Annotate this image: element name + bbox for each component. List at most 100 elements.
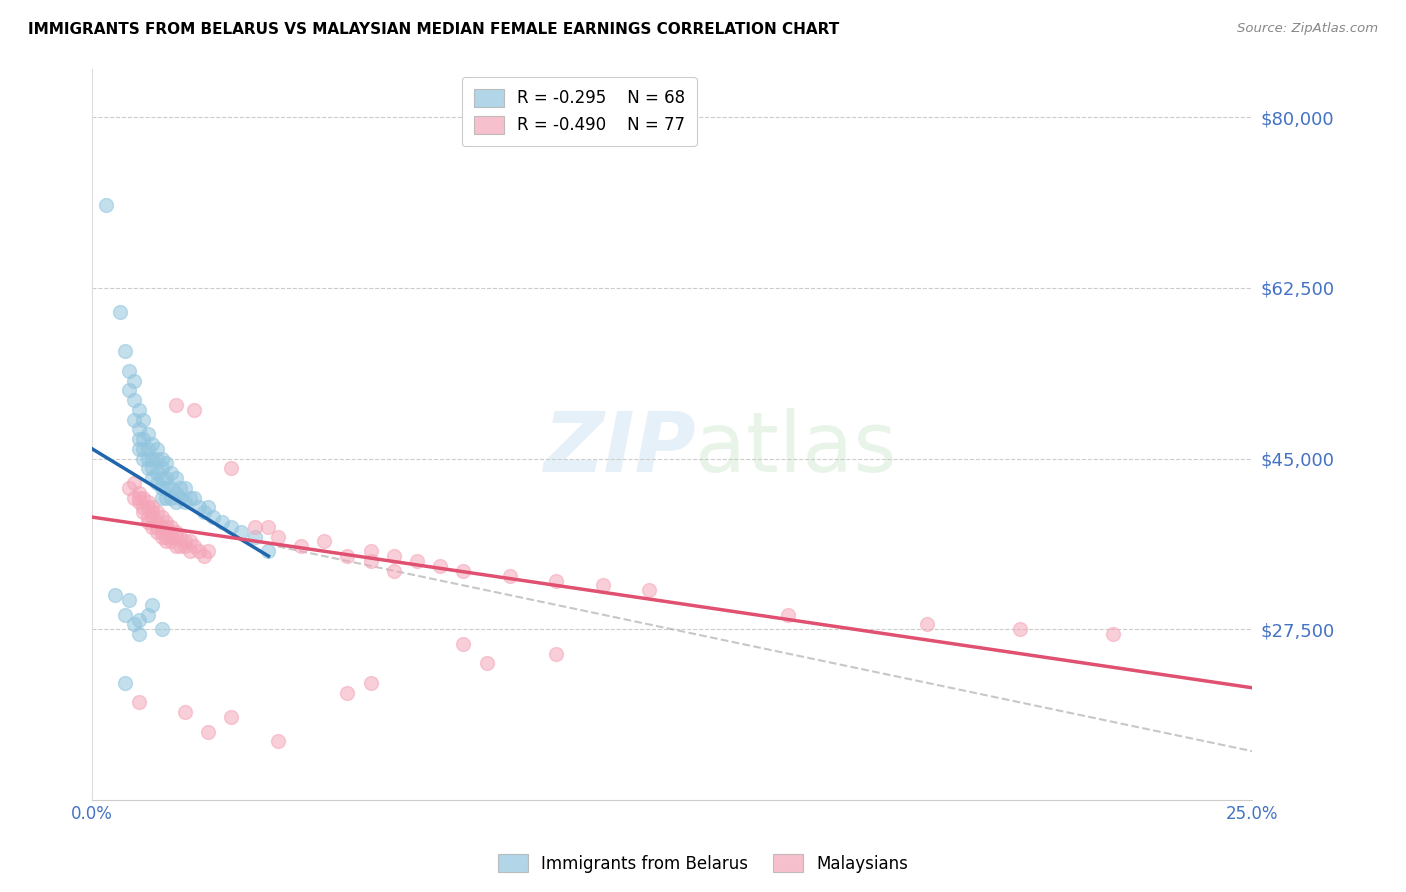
Point (336, 686, 359, 700)
Point (136, 515, 159, 529)
Point (155, 534, 177, 549)
Point (174, 481, 197, 495)
Point (229, 524, 252, 539)
Point (429, 558, 451, 573)
Point (187, 544, 209, 558)
Point (179, 534, 201, 549)
Point (155, 520, 177, 534)
Point (136, 442, 159, 456)
Point (160, 530, 183, 544)
Point (165, 471, 187, 485)
Point (122, 491, 145, 505)
Point (360, 676, 382, 690)
Point (146, 451, 169, 466)
Text: atlas: atlas (696, 409, 897, 490)
Point (141, 461, 163, 475)
Point (141, 510, 163, 524)
Point (118, 593, 141, 607)
Point (1102, 627, 1125, 641)
Point (267, 734, 290, 748)
Text: ZIP: ZIP (543, 409, 696, 490)
Point (169, 481, 191, 495)
Point (136, 500, 159, 515)
Point (122, 412, 145, 426)
Point (150, 510, 173, 524)
Point (160, 534, 183, 549)
Point (150, 451, 173, 466)
Point (136, 451, 159, 466)
Point (150, 622, 173, 636)
Point (141, 598, 163, 612)
Point (104, 588, 127, 602)
Point (150, 491, 173, 505)
Point (146, 442, 169, 456)
Point (183, 491, 205, 505)
Point (108, 305, 131, 319)
Point (150, 471, 173, 485)
Point (221, 461, 243, 475)
Point (146, 524, 169, 539)
Point (128, 695, 150, 709)
Point (174, 705, 197, 719)
Point (638, 583, 661, 598)
Point (141, 451, 163, 466)
Point (146, 515, 169, 529)
Point (128, 495, 150, 509)
Point (187, 500, 209, 515)
Point (382, 549, 405, 563)
Point (778, 607, 800, 622)
Point (197, 544, 219, 558)
Point (174, 540, 197, 554)
Point (592, 578, 614, 592)
Point (193, 549, 215, 563)
Point (160, 481, 183, 495)
Point (141, 500, 163, 515)
Point (146, 520, 169, 534)
Point (132, 432, 155, 446)
Point (165, 540, 187, 554)
Point (179, 491, 201, 505)
Point (165, 485, 187, 500)
Point (155, 471, 177, 485)
Point (257, 544, 280, 558)
Point (155, 515, 177, 529)
Point (221, 710, 243, 724)
Point (179, 544, 201, 558)
Y-axis label: Median Female Earnings: Median Female Earnings (0, 341, 7, 528)
Point (193, 505, 215, 519)
Point (221, 520, 243, 534)
Point (141, 437, 163, 451)
Point (336, 549, 359, 563)
Point (267, 530, 290, 544)
Point (146, 505, 169, 519)
Text: IMMIGRANTS FROM BELARUS VS MALAYSIAN MEDIAN FEMALE EARNINGS CORRELATION CHART: IMMIGRANTS FROM BELARUS VS MALAYSIAN MED… (28, 22, 839, 37)
Point (146, 467, 169, 481)
Point (150, 461, 173, 475)
Point (197, 724, 219, 739)
Point (155, 530, 177, 544)
Point (475, 657, 498, 671)
Point (155, 491, 177, 505)
Point (201, 510, 224, 524)
Point (382, 564, 405, 578)
Point (132, 500, 155, 515)
Point (128, 627, 150, 641)
Point (406, 554, 429, 568)
Point (150, 530, 173, 544)
Point (132, 451, 155, 466)
Point (150, 520, 173, 534)
Point (118, 364, 141, 378)
Point (132, 412, 155, 426)
Point (132, 491, 155, 505)
Point (150, 481, 173, 495)
Point (169, 540, 191, 554)
Point (128, 402, 150, 417)
Point (141, 471, 163, 485)
Point (360, 544, 382, 558)
Point (118, 384, 141, 398)
Point (499, 568, 522, 582)
Point (128, 442, 150, 456)
Point (136, 510, 159, 524)
Point (174, 495, 197, 509)
Legend: R = -0.295    N = 68, R = -0.490    N = 77: R = -0.295 N = 68, R = -0.490 N = 77 (463, 77, 697, 146)
